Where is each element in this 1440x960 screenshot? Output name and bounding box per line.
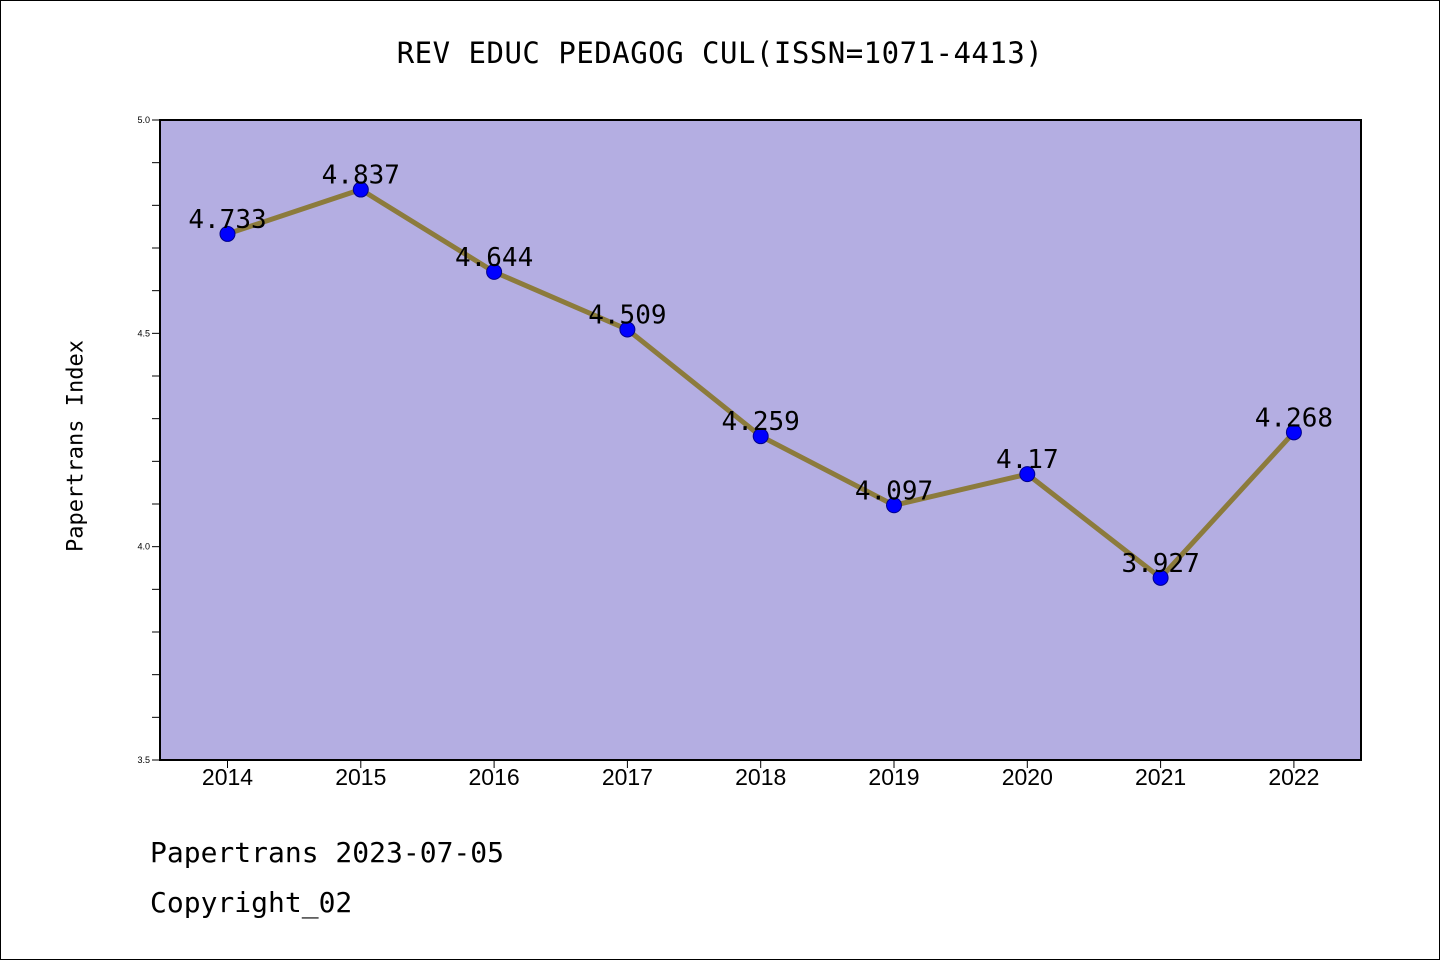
x-tick-label: 2017	[602, 764, 653, 790]
data-label: 4.097	[855, 476, 933, 506]
y-tick-label: 3.5	[137, 755, 150, 765]
data-point	[1019, 466, 1036, 483]
data-label: 4.644	[455, 243, 533, 273]
x-tick-label: 2021	[1135, 764, 1186, 790]
data-label: 3.927	[1121, 549, 1199, 579]
data-point	[486, 263, 503, 280]
x-axis: 2014 2015 2016 2017 2018 2019 2020 2021 2022	[202, 760, 1319, 790]
data-point	[1285, 424, 1302, 441]
data-label: 4.837	[322, 161, 400, 191]
y-tick-label: 4.0	[137, 542, 150, 552]
x-tick-label: 2015	[335, 764, 386, 790]
x-tick-label: 2016	[469, 764, 520, 790]
data-point	[886, 497, 902, 514]
plot-border	[159, 119, 1362, 761]
x-tick-label: 2014	[202, 764, 253, 790]
data-point	[1152, 569, 1169, 586]
x-tick-label: 2020	[1002, 764, 1053, 790]
x-tick-label: 2018	[735, 764, 786, 790]
data-labels: 4.733 4.837 4.644 4.509 4.259 4.097 4.17 3.927 4…	[188, 161, 1333, 579]
y-tick-label: 4.5	[137, 328, 150, 338]
data-point	[219, 225, 236, 242]
y-tick-label: 5.0	[137, 115, 150, 125]
data-point	[619, 321, 636, 338]
data-label: 4.17	[996, 445, 1059, 475]
data-point	[352, 181, 369, 198]
data-label: 4.259	[722, 407, 800, 437]
x-tick-label: 2022	[1268, 764, 1319, 790]
footer-date: Papertrans 2023-07-05	[150, 836, 505, 869]
series-group	[219, 181, 1302, 586]
x-tick-label: 2019	[868, 764, 919, 790]
chart-title: REV EDUC PEDAGOG CUL(ISSN=1071-4413)	[396, 36, 1044, 70]
data-label: 4.509	[588, 300, 666, 330]
footer-copyright: Copyright_02	[150, 886, 353, 919]
y-axis: 3.5 4.0 4.5 5.0	[137, 115, 160, 765]
data-label: 4.733	[188, 205, 266, 235]
data-point	[752, 428, 769, 445]
data-label: 4.268	[1255, 403, 1333, 433]
